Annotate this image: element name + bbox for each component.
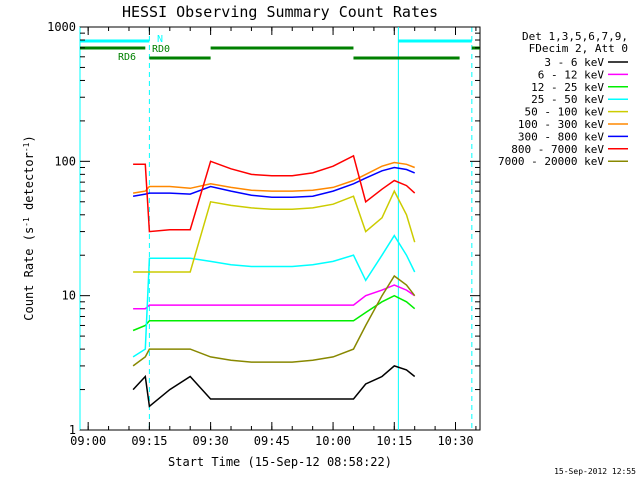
series-line (132, 161, 415, 194)
series-line (132, 234, 416, 358)
x-axis-title: Start Time (15-Sep-12 08:58:22) (168, 455, 392, 469)
rd6-flag-label: RD6 (118, 52, 136, 63)
x-ticks: 09:00 09:15 09:30 09:45 10:00 10:15 10:30 (70, 27, 477, 448)
y-tick-label: 1 (69, 423, 76, 437)
n-flag-label: N (157, 34, 163, 45)
series-line (133, 154, 416, 233)
timestamp: 15-Sep-2012 12:55 (554, 467, 636, 476)
x-tick-label: 09:45 (254, 434, 290, 448)
series-line (133, 284, 416, 310)
y-tick-label: 1000 (47, 20, 76, 34)
series-line (132, 294, 416, 332)
legend-label: 7000 - 20000 keV (498, 155, 604, 168)
legend: Det 1,3,5,6,7,9, FDecim 2, Att 0 3 - 6 k… (498, 30, 628, 168)
chart-title: HESSI Observing Summary Count Rates (122, 3, 438, 21)
legend-label: 300 - 800 keV (518, 130, 604, 143)
x-tick-label: 09:00 (70, 434, 106, 448)
legend-label: 3 - 6 keV (544, 56, 604, 69)
legend-label: 800 - 7000 keV (511, 143, 604, 156)
y-axis-title: Count Rate (s-1 detector-1) (22, 135, 37, 320)
legend-label: 100 - 300 keV (518, 118, 604, 131)
x-tick-label: 10:15 (376, 434, 412, 448)
legend-label: 25 - 50 keV (531, 93, 604, 106)
x-tick-label: 10:00 (315, 434, 351, 448)
legend-header-line-1: Det 1,3,5,6,7,9, (522, 30, 628, 43)
x-tick-label: 10:30 (437, 434, 473, 448)
series-line (133, 189, 416, 273)
x-tick-label: 09:15 (131, 434, 167, 448)
rd0-flag-label: RD0 (152, 44, 170, 55)
y-tick-label: 100 (54, 154, 76, 168)
series-layer (132, 154, 416, 408)
x-tick-label: 09:30 (193, 434, 229, 448)
legend-label: 50 - 100 keV (525, 106, 605, 119)
legend-header-line-2: FDecim 2, Att 0 (529, 42, 628, 55)
legend-label: 6 - 12 keV (538, 68, 605, 81)
y-ticks: 1 10 100 1000 (47, 20, 480, 437)
plot-frame (79, 26, 481, 431)
y-tick-label: 10 (62, 289, 76, 303)
series-line (132, 166, 415, 199)
series-line (132, 365, 416, 408)
series-line (132, 274, 416, 367)
legend-label: 12 - 25 keV (531, 81, 604, 94)
